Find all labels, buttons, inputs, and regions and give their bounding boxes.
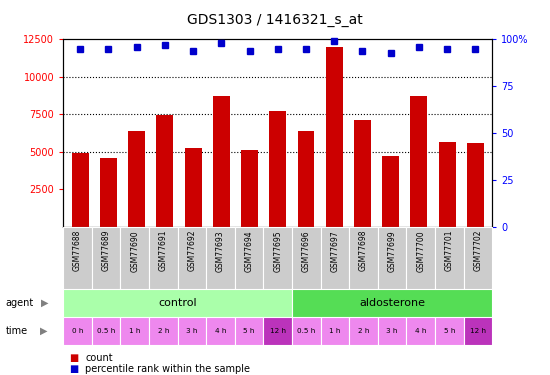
Text: 0.5 h: 0.5 h — [97, 328, 116, 334]
Text: 4 h: 4 h — [215, 328, 226, 334]
Text: GSM77693: GSM77693 — [216, 230, 225, 272]
Text: 1 h: 1 h — [129, 328, 140, 334]
Bar — [349, 317, 378, 345]
Bar — [120, 317, 149, 345]
Text: 0 h: 0 h — [72, 328, 83, 334]
Bar — [178, 317, 206, 345]
Text: 5 h: 5 h — [444, 328, 455, 334]
Text: time: time — [6, 326, 28, 336]
Bar — [92, 227, 120, 289]
Text: 2 h: 2 h — [158, 328, 169, 334]
Bar — [263, 227, 292, 289]
Text: 4 h: 4 h — [415, 328, 426, 334]
Text: GSM77702: GSM77702 — [474, 230, 482, 272]
Bar — [235, 227, 263, 289]
Text: GSM77689: GSM77689 — [102, 230, 111, 272]
Text: GSM77699: GSM77699 — [388, 230, 397, 272]
Bar — [378, 317, 406, 345]
Bar — [100, 158, 117, 227]
Bar — [72, 153, 89, 227]
Text: GSM77690: GSM77690 — [130, 230, 139, 272]
Text: 3 h: 3 h — [186, 328, 197, 334]
Bar — [406, 227, 435, 289]
Bar — [185, 148, 201, 227]
Bar — [128, 131, 145, 227]
Bar — [464, 317, 492, 345]
Bar — [354, 120, 371, 227]
Bar — [235, 317, 263, 345]
Text: aldosterone: aldosterone — [359, 298, 425, 308]
Bar — [438, 142, 455, 227]
Bar — [349, 227, 378, 289]
Bar — [156, 115, 173, 227]
Bar — [410, 96, 427, 227]
Bar — [292, 227, 321, 289]
Text: 1 h: 1 h — [329, 328, 340, 334]
Bar — [382, 156, 399, 227]
Bar — [206, 317, 235, 345]
Text: GSM77697: GSM77697 — [331, 230, 339, 272]
Bar — [378, 227, 406, 289]
Text: GSM77696: GSM77696 — [302, 230, 311, 272]
Text: ■: ■ — [69, 353, 78, 363]
Bar — [241, 150, 258, 227]
Text: 0.5 h: 0.5 h — [297, 328, 316, 334]
Bar — [92, 317, 120, 345]
Bar — [467, 143, 484, 227]
Bar — [298, 131, 315, 227]
Text: ■: ■ — [69, 364, 78, 374]
Bar — [321, 227, 349, 289]
Text: percentile rank within the sample: percentile rank within the sample — [85, 364, 250, 374]
Text: GSM77688: GSM77688 — [73, 230, 82, 272]
Bar — [149, 317, 178, 345]
Bar — [321, 317, 349, 345]
Bar — [206, 227, 235, 289]
Text: 12 h: 12 h — [270, 328, 286, 334]
Bar — [435, 227, 464, 289]
Bar — [63, 227, 92, 289]
Text: GSM77700: GSM77700 — [416, 230, 425, 272]
Bar — [270, 111, 286, 227]
Text: 5 h: 5 h — [244, 328, 255, 334]
Bar — [149, 227, 178, 289]
Text: GSM77698: GSM77698 — [359, 230, 368, 272]
Text: GDS1303 / 1416321_s_at: GDS1303 / 1416321_s_at — [187, 13, 363, 27]
Bar — [326, 47, 343, 227]
Bar — [120, 227, 149, 289]
Text: count: count — [85, 353, 113, 363]
Bar — [406, 317, 435, 345]
Text: GSM77692: GSM77692 — [188, 230, 196, 272]
Bar — [213, 96, 230, 227]
Bar — [63, 317, 92, 345]
Bar — [263, 317, 292, 345]
Text: ▶: ▶ — [40, 326, 47, 336]
Text: GSM77701: GSM77701 — [445, 230, 454, 272]
Text: ▶: ▶ — [41, 298, 49, 308]
Text: GSM77695: GSM77695 — [273, 230, 282, 272]
Text: 3 h: 3 h — [387, 328, 398, 334]
Text: 12 h: 12 h — [470, 328, 486, 334]
Text: GSM77694: GSM77694 — [245, 230, 254, 272]
Bar — [178, 227, 206, 289]
Text: GSM77691: GSM77691 — [159, 230, 168, 272]
Bar — [435, 317, 464, 345]
Text: 2 h: 2 h — [358, 328, 369, 334]
Bar — [63, 289, 292, 317]
Text: agent: agent — [6, 298, 34, 308]
Bar — [292, 317, 321, 345]
Bar — [464, 227, 492, 289]
Text: control: control — [158, 298, 197, 308]
Bar — [292, 289, 492, 317]
